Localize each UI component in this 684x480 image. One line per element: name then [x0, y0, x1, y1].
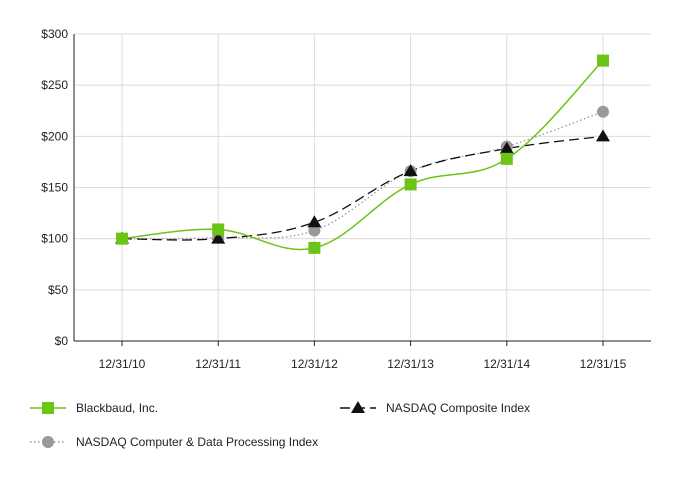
y-tick-label: $50 [48, 283, 68, 297]
series-lines [121, 60, 604, 251]
x-tick-label: 12/31/15 [580, 357, 627, 371]
x-tick-label: 12/31/11 [195, 357, 241, 371]
data-point-1-3 [403, 164, 418, 177]
y-tick-label: $100 [41, 232, 68, 246]
legend-item-1: NASDAQ Composite Index [340, 401, 530, 415]
y-tick-label: $200 [41, 129, 68, 143]
x-tick-label: 12/31/12 [291, 357, 338, 371]
legend-label: NASDAQ Composite Index [386, 401, 530, 415]
y-axis-tick-labels: $0 $50 $100 $150 $200 $250 $300 [41, 27, 68, 348]
series-line-0 [121, 60, 604, 251]
data-point-1-1 [211, 231, 226, 244]
data-point-1-5 [596, 129, 610, 142]
axes [73, 34, 651, 346]
legend: Blackbaud, Inc. NASDAQ Composite Index NAS… [30, 401, 530, 449]
y-tick-label: $0 [55, 334, 69, 348]
data-point-0-0 [116, 232, 128, 245]
data-point-2-5 [597, 105, 609, 118]
legend-label: Blackbaud, Inc. [76, 401, 158, 415]
y-tick-label: $150 [41, 181, 68, 195]
legend-label: NASDAQ Computer & Data Processing Index [76, 435, 318, 449]
legend-marker [42, 402, 54, 414]
data-point-0-3 [404, 178, 417, 191]
x-tick-label: 12/31/10 [99, 357, 146, 371]
legend-item-0: Blackbaud, Inc. [30, 401, 158, 415]
legend-marker [351, 401, 365, 413]
series-markers [115, 54, 610, 254]
x-tick-label: 12/31/13 [387, 357, 434, 371]
data-point-0-4 [500, 152, 513, 165]
grid [74, 33, 651, 341]
data-point-0-5 [597, 54, 609, 67]
legend-item-2: NASDAQ Computer & Data Processing Index [30, 435, 318, 449]
data-point-2-2 [308, 224, 321, 237]
x-axis-tick-labels: 12/31/10 12/31/11 12/31/12 12/31/13 12/31/14… [99, 357, 627, 371]
data-point-0-1 [212, 223, 225, 236]
series-line-1 [121, 135, 604, 241]
data-point-1-4 [499, 141, 514, 154]
y-tick-label: $250 [41, 78, 68, 92]
data-point-1-2 [307, 215, 322, 228]
legend-marker [42, 436, 54, 448]
data-point-0-2 [308, 241, 321, 254]
y-tick-label: $300 [41, 27, 68, 41]
x-tick-label: 12/31/14 [483, 357, 530, 371]
